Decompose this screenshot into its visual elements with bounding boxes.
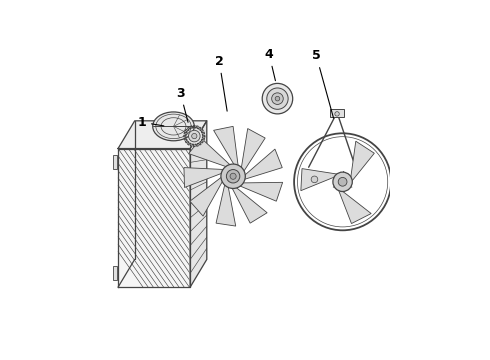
Polygon shape: [351, 141, 374, 182]
FancyBboxPatch shape: [330, 109, 344, 117]
Circle shape: [275, 96, 280, 101]
Text: 1: 1: [137, 116, 164, 129]
Circle shape: [192, 134, 197, 139]
Circle shape: [262, 84, 293, 114]
Circle shape: [338, 177, 347, 186]
Polygon shape: [184, 168, 226, 188]
Circle shape: [333, 172, 352, 192]
Polygon shape: [216, 183, 236, 226]
Polygon shape: [189, 138, 232, 167]
Polygon shape: [190, 176, 223, 216]
FancyBboxPatch shape: [113, 266, 117, 280]
Text: 3: 3: [176, 87, 188, 122]
Text: 4: 4: [265, 48, 275, 81]
Polygon shape: [118, 121, 207, 149]
Text: 5: 5: [312, 49, 334, 118]
Circle shape: [221, 164, 245, 188]
Circle shape: [271, 93, 283, 104]
Circle shape: [226, 170, 240, 183]
Ellipse shape: [153, 112, 195, 141]
Polygon shape: [241, 129, 265, 173]
FancyBboxPatch shape: [113, 156, 117, 169]
Circle shape: [184, 126, 205, 147]
Circle shape: [311, 176, 318, 183]
Polygon shape: [231, 186, 267, 223]
Polygon shape: [338, 189, 371, 224]
Polygon shape: [301, 168, 338, 191]
Circle shape: [335, 112, 339, 116]
Polygon shape: [238, 182, 283, 201]
Text: 2: 2: [215, 55, 227, 111]
Polygon shape: [118, 149, 190, 287]
Circle shape: [230, 173, 236, 179]
Circle shape: [267, 88, 288, 109]
Polygon shape: [190, 121, 207, 287]
Circle shape: [189, 130, 200, 142]
Polygon shape: [243, 149, 282, 180]
Polygon shape: [214, 126, 239, 168]
